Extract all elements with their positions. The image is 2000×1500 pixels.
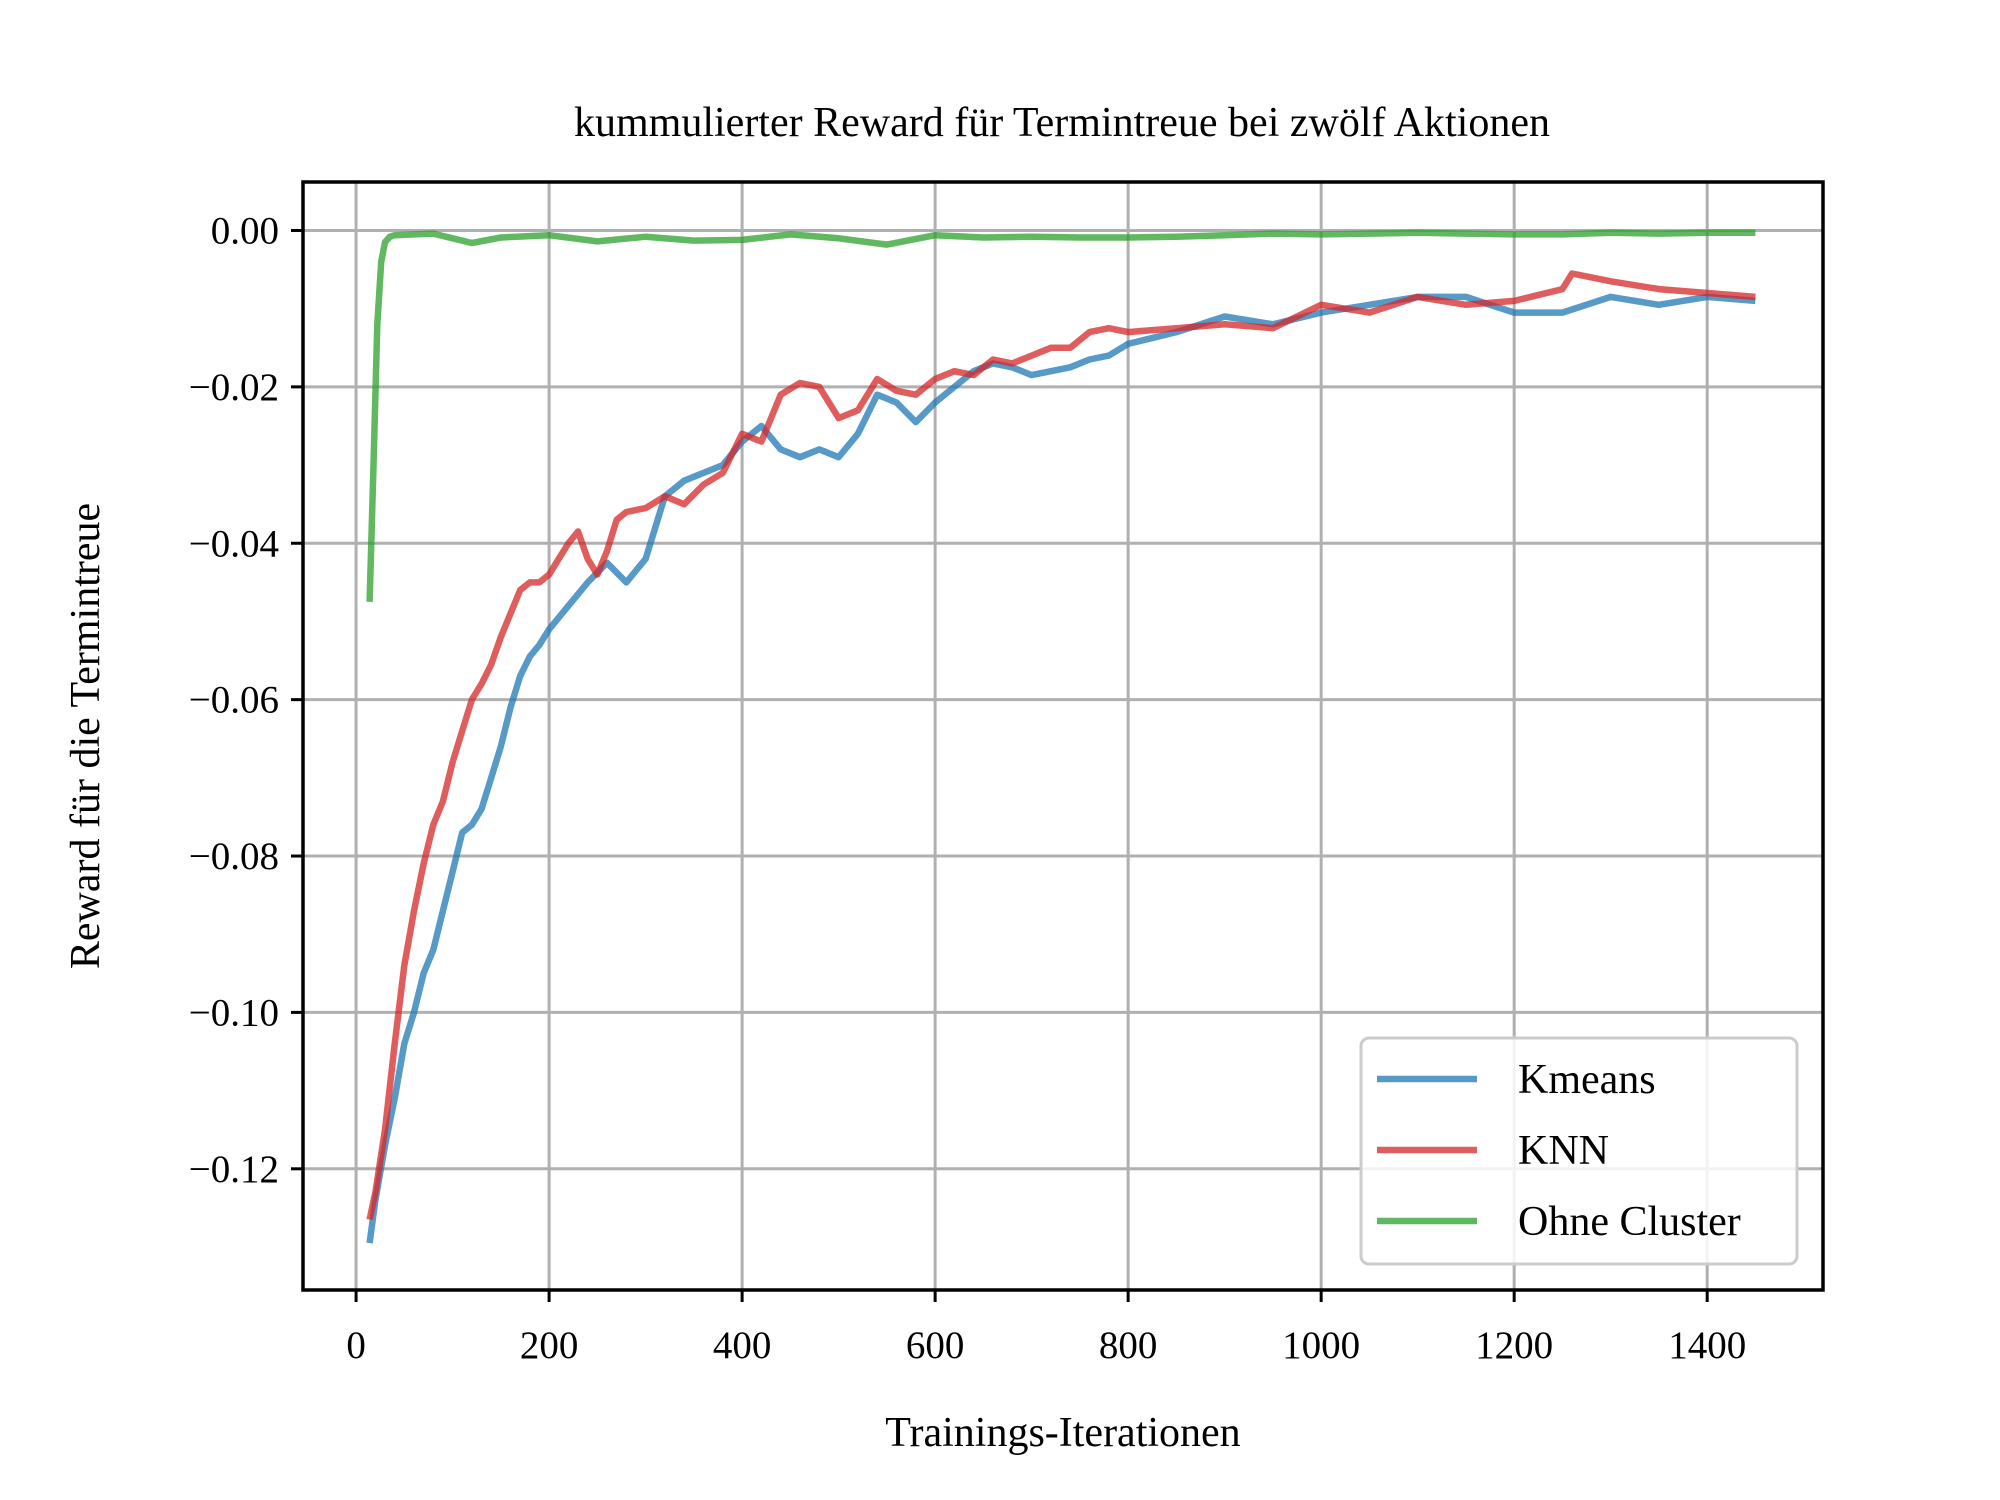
x-tick-label: 200 xyxy=(520,1324,579,1367)
legend-label: KNN xyxy=(1518,1128,1609,1174)
y-tick-label: −0.08 xyxy=(189,835,279,878)
grid xyxy=(303,182,1823,1290)
series-line-knn xyxy=(366,270,1756,1221)
legend-label: Ohne Cluster xyxy=(1518,1199,1741,1245)
series-line-ohne-cluster xyxy=(366,229,1756,602)
x-tick-label: 1400 xyxy=(1668,1324,1746,1367)
legend-item: Ohne Cluster xyxy=(1377,1199,1741,1245)
plot-area xyxy=(366,229,1756,1244)
x-tick-label: 400 xyxy=(713,1324,772,1367)
y-axis-label: Reward für die Termintreue xyxy=(63,503,109,969)
y-tick-label: −0.06 xyxy=(189,679,279,722)
y-tick-label: 0.00 xyxy=(211,209,279,252)
x-axis: 0 200 400 600 800 1000 1200 1400 xyxy=(346,1290,1746,1367)
axes-frame xyxy=(301,180,1825,1292)
series-line-kmeans xyxy=(366,293,1756,1244)
y-tick-label: −0.12 xyxy=(189,1148,279,1191)
legend-item: Kmeans xyxy=(1377,1057,1656,1103)
x-tick-label: 1000 xyxy=(1282,1324,1360,1367)
y-tick-label: −0.10 xyxy=(189,991,279,1034)
legend-box xyxy=(1359,1036,1799,1266)
y-axis: 0.00 −0.02 −0.04 −0.06 −0.08 −0.10 −0.12 xyxy=(189,209,303,1191)
x-axis-label: Trainings-Iterationen xyxy=(885,1410,1240,1456)
y-tick-label: −0.02 xyxy=(189,366,279,409)
x-tick-label: 0 xyxy=(346,1324,366,1367)
legend-item: KNN xyxy=(1377,1128,1609,1174)
legend: Kmeans KNN Ohne Cluster xyxy=(1359,1036,1799,1266)
x-tick-label: 800 xyxy=(1099,1324,1158,1367)
x-tick-label: 1200 xyxy=(1475,1324,1553,1367)
x-tick-label: 600 xyxy=(906,1324,965,1367)
y-tick-label: −0.04 xyxy=(189,522,279,565)
chart-title: kummulierter Reward für Termintreue bei … xyxy=(574,100,1550,146)
legend-label: Kmeans xyxy=(1518,1057,1656,1103)
